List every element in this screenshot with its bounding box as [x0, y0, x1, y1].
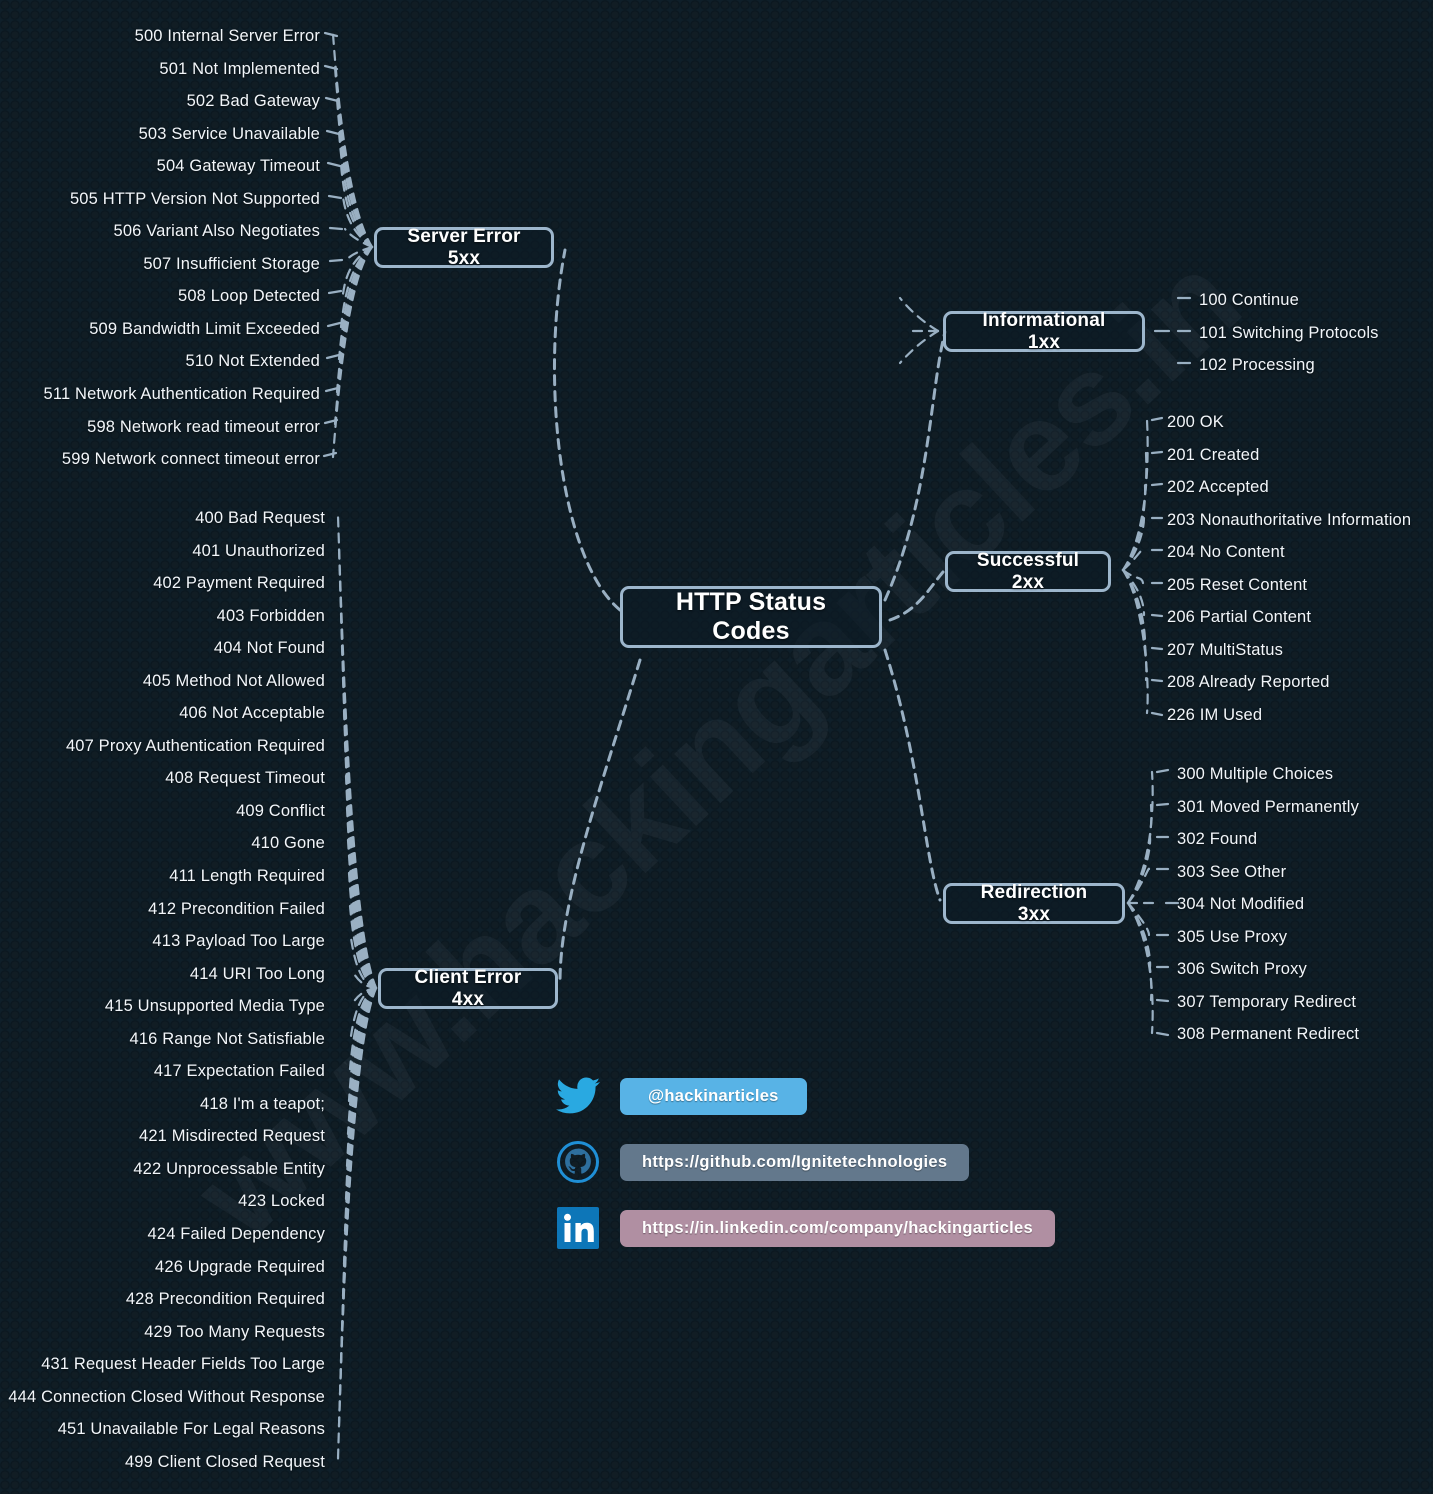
- leaf-item[interactable]: 300 Multiple Choices: [1177, 765, 1334, 783]
- leaf-item[interactable]: 499 Client Closed Request: [124, 1452, 325, 1471]
- leaf-item[interactable]: 500 Internal Server Error: [134, 27, 320, 45]
- social-links: @hackinarticles https://github.com/Ignit…: [556, 1074, 1055, 1250]
- social-row-github[interactable]: https://github.com/Ignitetechnologies: [556, 1140, 1055, 1184]
- leaf-item[interactable]: 200 OK: [1167, 413, 1224, 431]
- leaf-item[interactable]: 411 Length Required: [169, 867, 325, 886]
- leaf-list-redirection-3xx: 300 Multiple Choices 301 Moved Permanentl…: [1177, 758, 1433, 1051]
- leaf-item[interactable]: 409 Conflict: [236, 801, 325, 820]
- branch-node-informational-1xx[interactable]: Informational 1xx: [943, 309, 1145, 353]
- leaf-item[interactable]: 202 Accepted: [1167, 478, 1269, 497]
- leaf-item[interactable]: 405 Method Not Allowed: [142, 671, 325, 690]
- leaf-item[interactable]: 301 Moved Permanently: [1177, 797, 1359, 816]
- leaf-item[interactable]: 406 Not Acceptable: [179, 704, 325, 723]
- branch-label-redirection-3xx: Redirection 3xx: [980, 881, 1088, 925]
- leaf-item[interactable]: 417 Expectation Failed: [153, 1062, 325, 1081]
- leaf-item[interactable]: 412 Precondition Failed: [148, 899, 325, 918]
- leaf-item[interactable]: 599 Network connect timeout error: [61, 450, 320, 469]
- leaf-item[interactable]: 598 Network read timeout error: [87, 417, 320, 436]
- leaf-item[interactable]: 208 Already Reported: [1167, 673, 1330, 692]
- leaf-item[interactable]: 404 Not Found: [213, 639, 325, 658]
- leaf-item[interactable]: 207 MultiStatus: [1167, 640, 1283, 659]
- leaf-item[interactable]: 410 Gone: [251, 834, 325, 853]
- leaf-item[interactable]: 203 Nonauthoritative Information: [1167, 510, 1412, 529]
- leaf-item[interactable]: 418 I'm a teapot;: [200, 1094, 325, 1113]
- leaf-list-server-5xx: 500 Internal Server Error 501 Not Impleme…: [0, 20, 320, 476]
- leaf-item[interactable]: 422 Unprocessable Entity: [133, 1159, 325, 1178]
- leaf-list-successful-2xx: 200 OK 201 Created 202 Accepted 203 Nonauth…: [1167, 406, 1433, 731]
- leaf-item[interactable]: 402 Payment Required: [153, 574, 325, 593]
- github-icon: [556, 1140, 600, 1184]
- leaf-item[interactable]: 100 Continue: [1199, 291, 1299, 309]
- leaf-item[interactable]: 304 Not Modified: [1177, 895, 1305, 914]
- leaf-item[interactable]: 503 Service Unavailable: [138, 124, 320, 143]
- leaf-item[interactable]: 226 IM Used: [1167, 705, 1263, 724]
- branch-label-server-error-5xx: Server Error 5xx: [407, 225, 521, 269]
- github-url-badge[interactable]: https://github.com/Ignitetechnologies: [620, 1143, 970, 1181]
- leaf-item[interactable]: 508 Loop Detected: [178, 287, 320, 306]
- leaf-item[interactable]: 509 Bandwidth Limit Exceeded: [89, 319, 320, 338]
- leaf-item[interactable]: 451 Unavailable For Legal Reasons: [57, 1420, 325, 1439]
- twitter-icon: [556, 1074, 600, 1118]
- leaf-item[interactable]: 414 URI Too Long: [189, 964, 325, 983]
- leaf-item[interactable]: 507 Insufficient Storage: [143, 254, 320, 273]
- leaf-list-client-4xx: 400 Bad Request 401 Unauthorized 402 Payme…: [0, 502, 325, 1478]
- leaf-item[interactable]: 416 Range Not Satisfiable: [129, 1029, 325, 1048]
- leaf-item[interactable]: 423 Locked: [238, 1192, 325, 1211]
- branch-node-server-error-5xx[interactable]: Server Error 5xx: [374, 225, 554, 269]
- leaf-item[interactable]: 426 Upgrade Required: [155, 1257, 325, 1276]
- leaf-item[interactable]: 431 Request Header Fields Too Large: [41, 1355, 325, 1374]
- leaf-item[interactable]: 401 Unauthorized: [192, 541, 325, 560]
- leaf-item[interactable]: 511 Network Authentication Required: [43, 385, 320, 404]
- leaf-item[interactable]: 407 Proxy Authentication Required: [65, 736, 325, 755]
- leaf-item[interactable]: 201 Created: [1167, 445, 1260, 464]
- leaf-item[interactable]: 307 Temporary Redirect: [1177, 992, 1357, 1011]
- leaf-item[interactable]: 205 Reset Content: [1167, 575, 1308, 594]
- leaf-item[interactable]: 428 Precondition Required: [125, 1290, 325, 1309]
- center-node-label: HTTP Status Codes: [675, 588, 827, 645]
- linkedin-icon: [556, 1206, 600, 1250]
- leaf-item[interactable]: 510 Not Extended: [185, 352, 320, 371]
- leaf-item[interactable]: 400 Bad Request: [195, 509, 325, 527]
- leaf-list-informational-1xx: 100 Continue 101 Switching Protocols 102 P…: [1199, 284, 1433, 382]
- leaf-item[interactable]: 302 Found: [1177, 830, 1258, 849]
- leaf-item[interactable]: 305 Use Proxy: [1177, 927, 1288, 946]
- leaf-item[interactable]: 206 Partial Content: [1167, 608, 1312, 627]
- leaf-item[interactable]: 415 Unsupported Media Type: [104, 997, 325, 1016]
- leaf-item[interactable]: 102 Processing: [1199, 356, 1315, 375]
- leaf-item[interactable]: 308 Permanent Redirect: [1177, 1025, 1360, 1044]
- branch-label-informational-1xx: Informational 1xx: [982, 309, 1106, 353]
- social-row-linkedin[interactable]: https://in.linkedin.com/company/hackinga…: [556, 1206, 1055, 1250]
- leaf-item[interactable]: 204 No Content: [1167, 543, 1285, 562]
- twitter-handle-badge[interactable]: @hackinarticles: [620, 1077, 807, 1115]
- leaf-item[interactable]: 429 Too Many Requests: [144, 1322, 325, 1341]
- branch-node-successful-2xx[interactable]: Successful 2xx: [945, 549, 1111, 593]
- leaf-item[interactable]: 502 Bad Gateway: [186, 92, 320, 111]
- leaf-item[interactable]: 444 Connection Closed Without Response: [8, 1387, 325, 1406]
- leaf-item[interactable]: 303 See Other: [1177, 862, 1287, 881]
- leaf-item[interactable]: 504 Gateway Timeout: [156, 157, 320, 176]
- leaf-item[interactable]: 413 Payload Too Large: [152, 932, 325, 951]
- leaf-item[interactable]: 408 Request Timeout: [165, 769, 325, 788]
- leaf-item[interactable]: 403 Forbidden: [216, 606, 325, 625]
- leaf-item[interactable]: 421 Misdirected Request: [139, 1127, 325, 1146]
- branch-node-client-error-4xx[interactable]: Client Error 4xx: [378, 966, 558, 1010]
- leaf-item[interactable]: 505 HTTP Version Not Supported: [69, 189, 320, 208]
- leaf-item[interactable]: 506 Variant Also Negotiates: [113, 222, 320, 241]
- branch-node-redirection-3xx[interactable]: Redirection 3xx: [943, 881, 1125, 925]
- social-row-twitter[interactable]: @hackinarticles: [556, 1074, 1055, 1118]
- branch-label-client-error-4xx: Client Error 4xx: [414, 966, 522, 1010]
- linkedin-url-badge[interactable]: https://in.linkedin.com/company/hackinga…: [620, 1209, 1055, 1247]
- leaf-item[interactable]: 424 Failed Dependency: [147, 1225, 325, 1244]
- leaf-item[interactable]: 306 Switch Proxy: [1177, 960, 1307, 979]
- center-node-http-status-codes[interactable]: HTTP Status Codes: [620, 586, 882, 648]
- branch-label-successful-2xx: Successful 2xx: [976, 549, 1080, 593]
- leaf-item[interactable]: 501 Not Implemented: [159, 59, 320, 78]
- leaf-item[interactable]: 101 Switching Protocols: [1199, 323, 1379, 342]
